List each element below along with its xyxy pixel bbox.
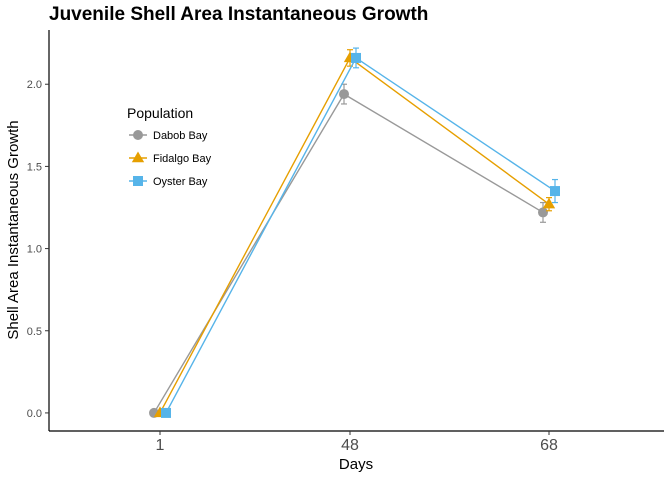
series-dabob-bay [149,83,548,418]
series-line [159,56,550,414]
chart-title: Juvenile Shell Area Instantaneous Growth [49,4,428,25]
x-tick-label: 1 [156,437,165,454]
y-axis-title: Shell Area Instantaneous Growth [5,120,22,339]
y-tick-label: 1.0 [27,244,42,256]
x-axis-title: Days [339,456,373,473]
legend-label: Fidalgo Bay [153,153,212,165]
data-point [351,52,361,63]
series-oyster-bay [161,47,560,418]
series-fidalgo-bay [153,49,556,418]
legend-key-marker [133,176,143,186]
legend-title: Population [127,105,193,121]
plot-area: 0.0 0.5 1.0 1.5 2.0 1 48 68 [27,30,664,454]
legend-label: Oyster Bay [153,176,208,188]
y-tick-label: 0.0 [27,408,42,420]
y-tick-label: 0.5 [27,326,42,338]
y-tick-label: 2.0 [27,79,42,91]
x-tick-label: 68 [540,437,558,454]
data-point [339,89,349,100]
data-point [542,197,556,209]
data-point [161,407,171,418]
series-line [165,56,556,414]
data-point [538,207,548,218]
legend-item: Oyster Bay [129,176,208,188]
legend-key-marker [133,130,143,140]
legend-item: Dabob Bay [129,130,208,142]
y-tick-label: 1.5 [27,161,42,173]
legend: Population Dabob Bay Fidalgo Bay Oyster Ba… [127,105,212,188]
legend-label: Dabob Bay [153,130,208,142]
series-line [153,93,544,414]
legend-item: Fidalgo Bay [129,151,212,165]
legend-key-marker [131,151,145,163]
data-point [550,186,560,197]
x-tick-label: 48 [341,437,359,454]
